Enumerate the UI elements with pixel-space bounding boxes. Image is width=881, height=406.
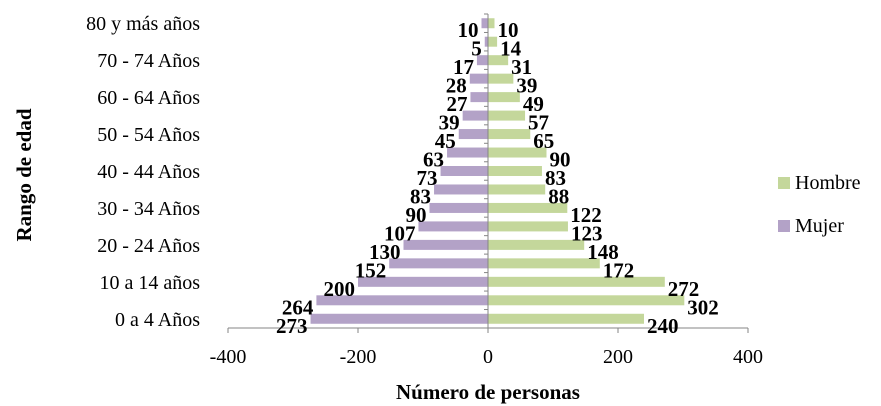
bar-hombre	[488, 147, 547, 158]
bar-hombre	[488, 295, 685, 306]
data-label-hombre: 39	[516, 74, 537, 98]
data-label-mujer: 5	[471, 37, 482, 61]
x-tick-label: -400	[210, 346, 247, 368]
x-tick-label: -200	[340, 346, 377, 368]
data-label-mujer: 17	[453, 55, 474, 79]
bar-mujer	[484, 36, 488, 47]
category-label: 40 - 44 Años	[97, 161, 200, 183]
x-tick-label: 200	[603, 346, 633, 368]
data-label-hombre: 122	[570, 203, 602, 227]
bar-mujer	[469, 73, 488, 84]
legend-label-hombre: Hombre	[795, 172, 861, 194]
bar-hombre	[488, 202, 568, 213]
x-axis-title: Número de personas	[396, 380, 580, 404]
mujer-bars	[310, 18, 488, 324]
bar-mujer	[458, 129, 488, 140]
x-tick-label: 400	[733, 346, 763, 368]
data-label-mujer: 200	[324, 277, 356, 301]
data-labels: 240 273 302 264 272 200 172 152 148 130 123 107 122 9…	[276, 18, 719, 338]
category-label: 20 - 24 Años	[97, 235, 200, 257]
category-label: 30 - 34 Años	[97, 198, 200, 220]
data-label-hombre: 10	[498, 18, 519, 42]
data-label-mujer: 107	[384, 221, 416, 245]
data-label-mujer: 152	[355, 258, 387, 282]
bar-hombre	[488, 73, 514, 84]
legend: Hombre Mujer	[778, 172, 861, 237]
legend-swatch-hombre	[778, 177, 790, 189]
data-label-mujer: 10	[458, 18, 479, 42]
category-label: 50 - 54 Años	[97, 124, 200, 146]
bar-mujer	[429, 202, 488, 213]
bar-mujer	[310, 313, 488, 324]
bar-mujer	[316, 295, 488, 306]
bar-mujer	[481, 18, 488, 29]
data-label-mujer: 73	[417, 166, 438, 190]
data-label-mujer: 130	[369, 240, 401, 264]
data-label-hombre: 57	[528, 111, 549, 135]
bar-mujer	[470, 92, 488, 103]
data-label-hombre: 123	[571, 221, 603, 245]
y-axis-title: Rango de edad	[12, 108, 36, 241]
data-label-hombre: 148	[587, 240, 619, 264]
bar-hombre	[488, 166, 542, 176]
bar-hombre	[488, 92, 520, 103]
category-label: 10 a 14 años	[99, 272, 200, 294]
bar-hombre	[488, 239, 585, 250]
bar-mujer	[476, 55, 488, 66]
bar-mujer	[434, 184, 488, 195]
data-label-hombre: 49	[523, 92, 544, 116]
category-label: 60 - 64 Años	[97, 87, 200, 109]
category-label: 80 y más años	[86, 13, 200, 35]
data-label-hombre: 83	[545, 166, 566, 190]
bar-mujer	[358, 276, 488, 287]
bar-mujer	[389, 258, 488, 269]
data-label-hombre: 172	[603, 258, 635, 282]
hombre-bars	[488, 18, 685, 324]
data-label-mujer: 45	[435, 129, 456, 153]
data-label-mujer: 90	[406, 203, 427, 227]
category-labels: 0 a 4 Años 10 a 14 años 20 - 24 Años 30 - 3…	[86, 13, 200, 331]
data-label-hombre: 240	[647, 314, 679, 338]
data-label-mujer: 264	[282, 295, 314, 319]
data-label-mujer: 28	[446, 74, 467, 98]
data-label-mujer: 273	[276, 314, 308, 338]
bar-hombre	[488, 129, 531, 140]
bar-hombre	[488, 258, 600, 269]
data-label-mujer: 83	[410, 184, 431, 208]
bar-hombre	[488, 55, 509, 66]
data-label-hombre: 88	[548, 184, 569, 208]
bar-hombre	[488, 276, 665, 287]
legend-label-mujer: Mujer	[795, 215, 844, 237]
axes	[227, 13, 749, 333]
bar-hombre	[488, 36, 498, 47]
data-label-mujer: 27	[446, 92, 467, 116]
bar-mujer	[403, 239, 488, 250]
bar-hombre	[488, 184, 546, 195]
data-label-mujer: 39	[439, 111, 460, 135]
bar-mujer	[418, 221, 488, 232]
data-label-hombre: 90	[550, 148, 571, 172]
bar-mujer	[462, 110, 488, 121]
data-label-hombre: 65	[533, 129, 554, 153]
x-tick-labels: -400 -200 0 200 400	[210, 346, 763, 368]
legend-swatch-mujer	[778, 220, 790, 232]
category-label: 70 - 74 Años	[97, 50, 200, 72]
bar-hombre	[488, 110, 526, 121]
data-label-hombre: 302	[687, 295, 719, 319]
category-label: 0 a 4 Años	[115, 309, 200, 331]
data-label-hombre: 272	[668, 277, 700, 301]
bar-mujer	[440, 166, 488, 176]
data-label-hombre: 14	[500, 37, 521, 61]
bar-mujer	[447, 147, 488, 158]
data-label-hombre: 31	[511, 55, 532, 79]
bar-hombre	[488, 221, 568, 232]
data-label-mujer: 63	[423, 148, 444, 172]
x-tick-label: 0	[483, 346, 493, 368]
bar-hombre	[488, 18, 495, 29]
bar-hombre	[488, 313, 644, 324]
